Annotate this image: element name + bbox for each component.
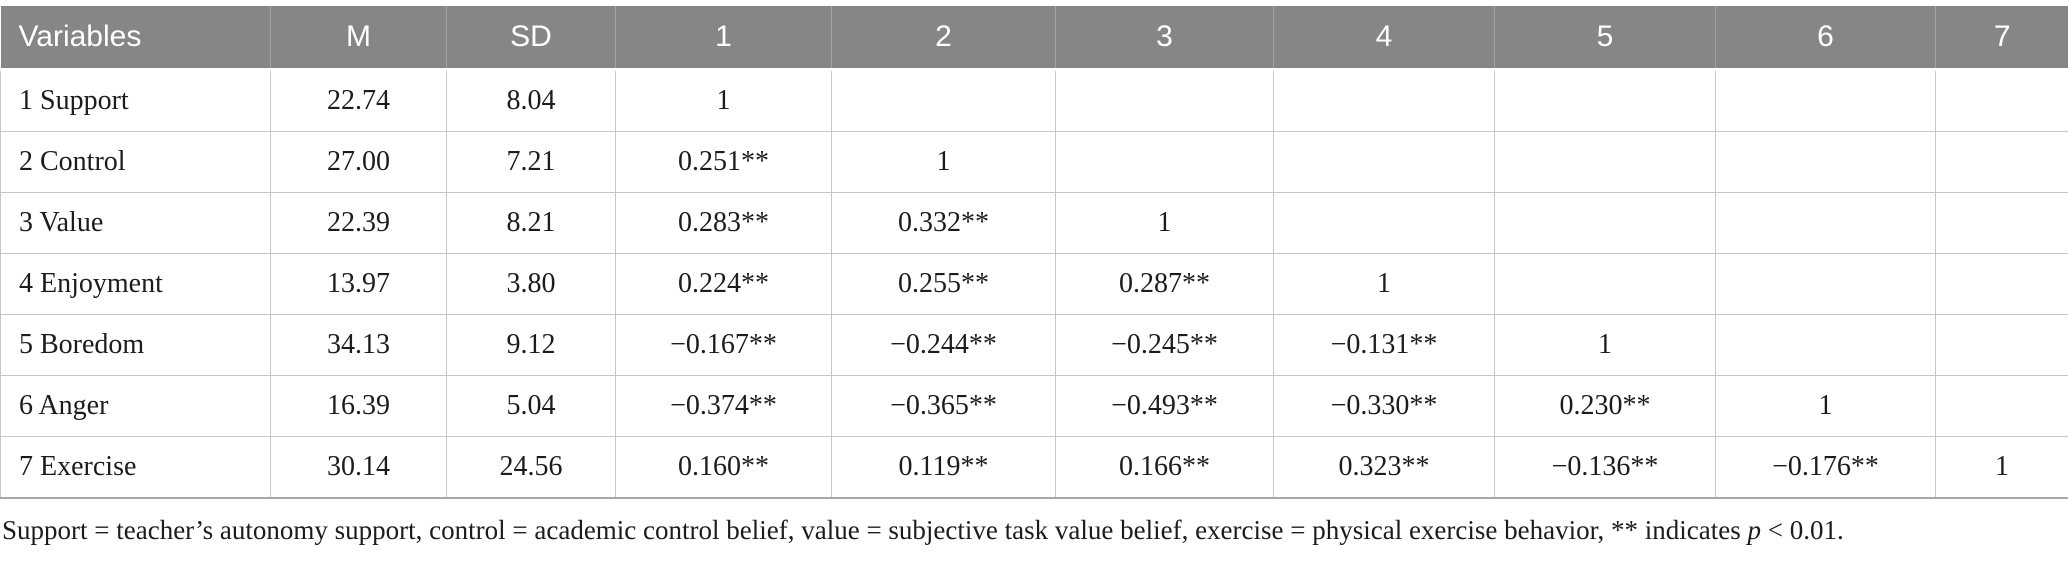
cell-corr-6 [1715,192,1936,254]
cell-corr-1: 0.251** [615,131,832,193]
column-header-1: 1 [615,6,832,71]
cell-corr-1: −0.167** [615,314,832,376]
cell-corr-2 [831,69,1056,132]
cell-corr-7 [1935,314,2068,376]
column-header-3: 3 [1055,6,1274,71]
footnote-text-end: < 0.01. [1760,515,1844,545]
cell-corr-7 [1935,131,2068,193]
cell-corr-3 [1055,69,1274,132]
table-row-boredom: 5 Boredom 34.13 9.12 −0.167** −0.244** −… [0,314,2068,376]
cell-sd: 8.21 [446,192,616,254]
row-label: 4 Enjoyment [0,253,271,315]
cell-corr-5: 1 [1494,314,1716,376]
cell-corr-7: 1 [1935,436,2068,499]
cell-corr-6 [1715,253,1936,315]
column-header-2: 2 [831,6,1056,71]
cell-mean: 22.74 [270,69,447,132]
cell-sd: 3.80 [446,253,616,315]
correlation-table-figure: Variables M SD 1 2 3 4 5 6 7 1 Support 2… [0,6,2068,499]
cell-corr-3: −0.245** [1055,314,1274,376]
column-header-sd: SD [446,6,616,71]
cell-corr-1: 0.224** [615,253,832,315]
cell-corr-6 [1715,131,1936,193]
cell-mean: 27.00 [270,131,447,193]
cell-sd: 8.04 [446,69,616,132]
table-row-anger: 6 Anger 16.39 5.04 −0.374** −0.365** −0.… [0,375,2068,437]
cell-corr-1: 0.283** [615,192,832,254]
table-row-exercise: 7 Exercise 30.14 24.56 0.160** 0.119** 0… [0,436,2068,499]
column-header-5: 5 [1494,6,1716,71]
cell-mean: 30.14 [270,436,447,499]
cell-corr-5 [1494,192,1716,254]
cell-corr-7 [1935,69,2068,132]
cell-corr-6: −0.176** [1715,436,1936,499]
cell-corr-3 [1055,131,1274,193]
footnote-p-symbol: p [1747,515,1761,545]
column-header-variables: Variables [0,6,271,71]
table-row-value: 3 Value 22.39 8.21 0.283** 0.332** 1 [0,192,2068,254]
cell-mean: 34.13 [270,314,447,376]
row-label: 7 Exercise [0,436,271,499]
cell-corr-4: 1 [1273,253,1495,315]
cell-corr-4 [1273,192,1495,254]
row-label: 6 Anger [0,375,271,437]
cell-sd: 24.56 [446,436,616,499]
cell-corr-4 [1273,131,1495,193]
cell-corr-4: −0.131** [1273,314,1495,376]
row-label: 3 Value [0,192,271,254]
cell-mean: 16.39 [270,375,447,437]
footnote-text: Support = teacher’s autonomy support, co… [2,515,1748,545]
cell-corr-1: 0.160** [615,436,832,499]
cell-corr-1: −0.374** [615,375,832,437]
cell-corr-6 [1715,69,1936,132]
column-header-7: 7 [1935,6,2068,71]
cell-corr-4: 0.323** [1273,436,1495,499]
row-label: 2 Control [0,131,271,193]
cell-corr-2: 0.332** [831,192,1056,254]
cell-sd: 9.12 [446,314,616,376]
cell-corr-4 [1273,69,1495,132]
column-header-6: 6 [1715,6,1936,71]
column-header-4: 4 [1273,6,1495,71]
correlation-table: Variables M SD 1 2 3 4 5 6 7 1 Support 2… [0,6,2068,499]
cell-corr-5: 0.230** [1494,375,1716,437]
cell-corr-1: 1 [615,69,832,132]
cell-corr-5 [1494,69,1716,132]
cell-corr-2: −0.244** [831,314,1056,376]
cell-corr-5: −0.136** [1494,436,1716,499]
cell-corr-3: −0.493** [1055,375,1274,437]
table-footnote: Support = teacher’s autonomy support, co… [0,514,2068,548]
row-label: 5 Boredom [0,314,271,376]
row-label: 1 Support [0,69,271,132]
cell-sd: 7.21 [446,131,616,193]
table-row-control: 2 Control 27.00 7.21 0.251** 1 [0,131,2068,193]
cell-corr-3: 0.287** [1055,253,1274,315]
cell-corr-3: 1 [1055,192,1274,254]
column-header-m: M [270,6,447,71]
table-row-support: 1 Support 22.74 8.04 1 [0,69,2068,132]
header-row: Variables M SD 1 2 3 4 5 6 7 [0,6,2068,71]
cell-corr-6 [1715,314,1936,376]
cell-corr-7 [1935,192,2068,254]
cell-mean: 22.39 [270,192,447,254]
cell-mean: 13.97 [270,253,447,315]
table-row-enjoyment: 4 Enjoyment 13.97 3.80 0.224** 0.255** 0… [0,253,2068,315]
cell-corr-2: 1 [831,131,1056,193]
cell-corr-2: −0.365** [831,375,1056,437]
cell-corr-3: 0.166** [1055,436,1274,499]
cell-corr-4: −0.330** [1273,375,1495,437]
cell-corr-5 [1494,253,1716,315]
cell-corr-2: 0.119** [831,436,1056,499]
cell-corr-7 [1935,375,2068,437]
cell-corr-6: 1 [1715,375,1936,437]
cell-corr-2: 0.255** [831,253,1056,315]
cell-corr-5 [1494,131,1716,193]
cell-sd: 5.04 [446,375,616,437]
cell-corr-7 [1935,253,2068,315]
